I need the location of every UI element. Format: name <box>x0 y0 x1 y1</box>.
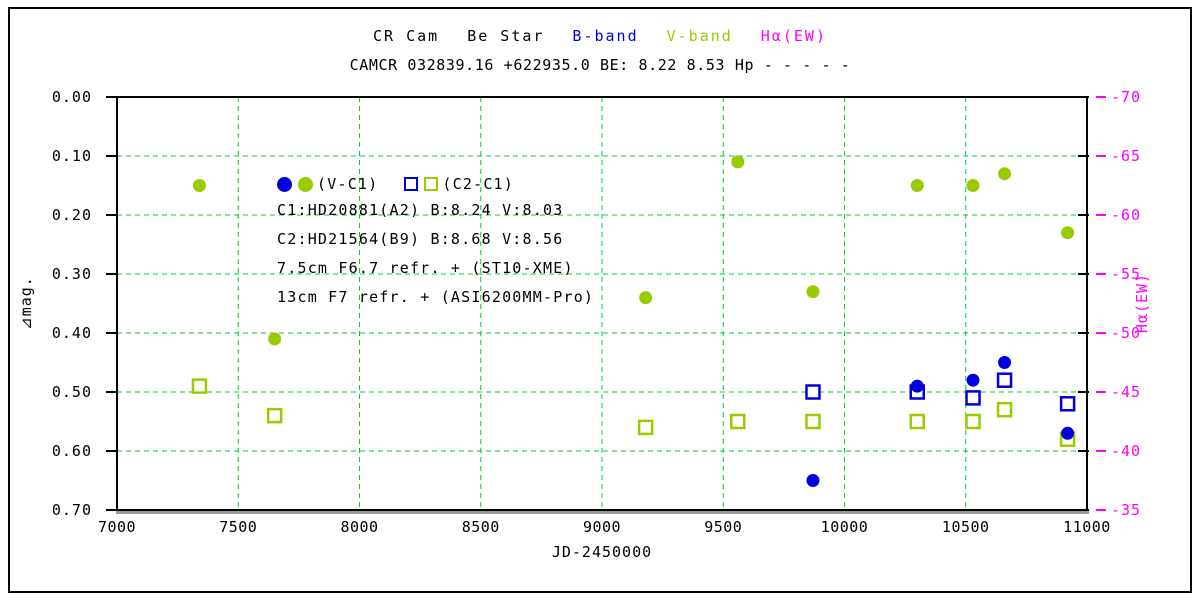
y-axis-right-tick-label: -35 <box>1111 501 1141 519</box>
plot-frame <box>116 96 1088 511</box>
data-point-v_band-square <box>730 413 746 430</box>
data-point-v_band-square <box>191 378 208 394</box>
title-b-band-label: B-band <box>572 27 639 45</box>
y-axis-left-tick-label: 0.10 <box>52 147 92 165</box>
chart-title: CR Cam Be Star B-band V-band Hα(EW) <box>30 27 1170 45</box>
title-v-band-label: V-band <box>666 27 733 45</box>
data-point-b_band-square <box>1059 396 1076 412</box>
data-point-v_band-circle <box>806 285 820 299</box>
data-point-b_band-square <box>805 384 821 400</box>
x-axis-title: JD-2450000 <box>552 543 652 561</box>
annotation-c2: C2:HD21564(B9) B:8.68 V:8.56 <box>277 230 564 248</box>
y-axis-right-tick-label: -40 <box>1111 442 1141 460</box>
x-axis-tick-label: 8000 <box>340 518 378 536</box>
chart-subtitle: CAMCR 032839.16 +622935.0 BE: 8.22 8.53 … <box>349 56 851 74</box>
legend-v-filled-circle-marker <box>298 176 313 192</box>
y-axis-left-tick-label: 0.60 <box>52 442 92 460</box>
x-axis-tick-label: 9500 <box>704 518 742 536</box>
annotation-scope-2: 13cm F7 refr. + (ASI6200MM-Pro) <box>277 288 595 306</box>
y-axis-right-tick-label: -55 <box>1111 265 1141 283</box>
legend-vc1-label: (V-C1) <box>317 175 379 193</box>
data-point-v_band-square <box>805 413 821 430</box>
y-axis-right-tick-label: -60 <box>1111 206 1141 224</box>
x-axis-tick-label: 8500 <box>462 518 500 536</box>
legend-b-filled-circle-marker <box>277 176 292 192</box>
legend: (V-C1) (C2-C1) C1:HD20881(A2) B:8.24 V:8… <box>277 172 594 312</box>
annotation-c1: C1:HD20881(A2) B:8.24 V:8.03 <box>277 201 564 219</box>
data-point-v_band-square <box>266 407 283 424</box>
data-point-b_band-circle <box>806 474 820 487</box>
data-point-v_band-circle <box>192 179 206 192</box>
x-axis-tick-label: 7500 <box>219 518 257 536</box>
y-axis-left-tick-label: 0.00 <box>52 88 92 106</box>
y-axis-left-tick-label: 0.70 <box>52 501 92 519</box>
x-axis-tick-label: 10000 <box>821 518 869 536</box>
data-point-v_band-circle <box>639 291 653 305</box>
data-point-v_band-circle <box>998 167 1012 181</box>
data-point-v_band-square <box>996 401 1013 418</box>
data-point-v_band-circle <box>966 179 980 192</box>
title-star-type: Be Star <box>467 27 545 45</box>
data-point-b_band-circle <box>966 373 980 387</box>
data-point-v_band-square <box>965 413 981 430</box>
data-point-v_band-circle <box>268 332 282 346</box>
y-axis-right-tick-label: -70 <box>1111 88 1141 106</box>
y-axis-left-tick-label: 0.50 <box>52 383 92 401</box>
y-axis-right-tick-label: -45 <box>1111 383 1141 401</box>
x-axis-tick-label: 11000 <box>1063 518 1111 536</box>
data-point-b_band-square <box>965 390 981 406</box>
data-point-v_band-circle <box>910 179 924 192</box>
data-point-v_band-circle <box>731 155 745 169</box>
data-point-b_band-circle <box>998 356 1012 369</box>
data-point-b_band-circle <box>910 379 924 393</box>
annotation-scope-1: 7.5cm F6.7 refr. + (ST10-XME) <box>277 259 574 277</box>
title-star-name: CR Cam <box>373 27 440 45</box>
y-axis-left-tick-label: 0.40 <box>52 324 92 342</box>
legend-marker-row: (V-C1) (C2-C1) <box>277 172 594 196</box>
data-point-v_band-square <box>909 413 925 430</box>
data-point-v_band-circle <box>1061 226 1075 240</box>
data-point-b_band-circle <box>1061 426 1075 440</box>
y-axis-left-title: ⊿mag. <box>17 276 35 330</box>
legend-b-open-square-marker <box>404 177 419 191</box>
legend-v-open-square-marker <box>424 177 439 191</box>
y-axis-right-title: Hα(EW) <box>1133 273 1151 333</box>
data-point-b_band-square <box>996 372 1013 388</box>
title-halpha-label: Hα(EW) <box>760 27 827 45</box>
y-axis-right-tick-label: -50 <box>1111 324 1141 342</box>
legend-c2c1-label: (C2-C1) <box>442 175 515 193</box>
y-axis-left-tick-label: 0.30 <box>52 265 92 283</box>
x-axis-tick-label: 10500 <box>942 518 990 536</box>
chart-border <box>8 7 1192 593</box>
y-axis-left-tick-label: 0.20 <box>52 206 92 224</box>
x-axis-tick-label: 9000 <box>583 518 621 536</box>
data-point-v_band-square <box>637 419 654 436</box>
y-axis-right-tick-label: -65 <box>1111 147 1141 165</box>
x-axis-tick-label: 7000 <box>98 518 136 536</box>
